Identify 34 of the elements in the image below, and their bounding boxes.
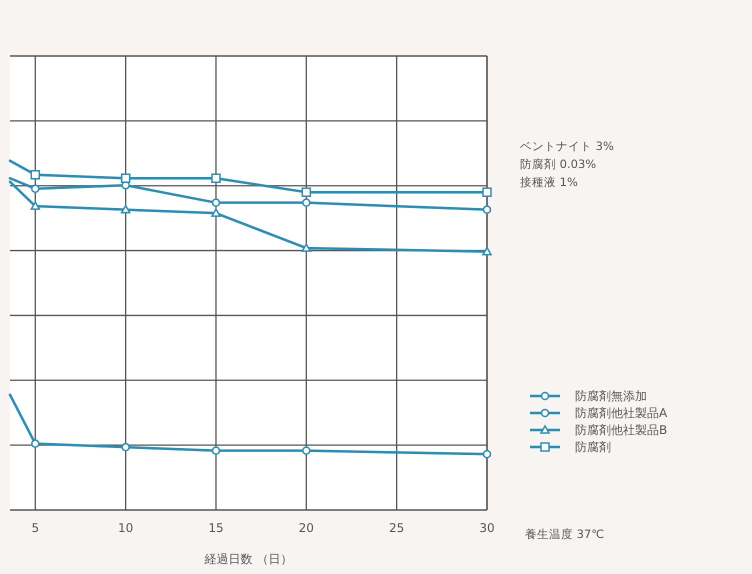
point (212, 446, 220, 455)
point (211, 173, 221, 183)
x-tick-label: 25 (389, 521, 404, 535)
x-tick-label: 15 (208, 521, 224, 535)
point (30, 170, 40, 180)
point (120, 173, 130, 183)
point (302, 187, 312, 197)
point (482, 450, 492, 458)
point (302, 243, 312, 252)
legend-label: 防腐剤他社製品B (575, 423, 668, 437)
point (121, 442, 130, 452)
point (31, 184, 40, 193)
x-tick-label: 20 (298, 521, 314, 535)
x-tick-label: 10 (118, 521, 134, 535)
text: ベントナイト 3% (520, 139, 614, 153)
text: 接種液 1% (520, 175, 578, 189)
legend-label: 防腐剤 (575, 440, 611, 454)
legend-label: 防腐剤無添加 (575, 389, 647, 403)
point (120, 204, 130, 214)
point (31, 439, 40, 448)
text: 養生温度 37℃ (525, 527, 604, 541)
point (302, 446, 311, 455)
point (30, 201, 40, 210)
x-axis-title: 経過日数 （日） (204, 552, 292, 566)
point (212, 198, 220, 207)
x-tick-label: 5 (31, 521, 40, 535)
point (482, 187, 492, 197)
x-tick-label: 30 (479, 521, 495, 535)
point (211, 208, 221, 217)
point (482, 205, 492, 214)
legend-label: 防腐剤他社製品A (575, 406, 668, 420)
point (482, 246, 492, 256)
text: 防腐剤 0.03% (520, 157, 596, 171)
point (302, 198, 311, 207)
